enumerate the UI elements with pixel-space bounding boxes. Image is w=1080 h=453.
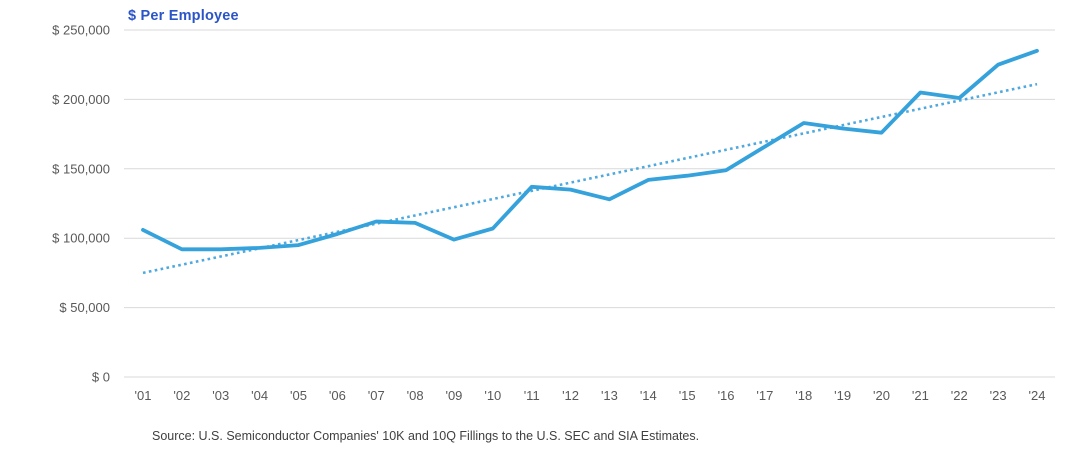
- x-axis-tick-label: '18: [795, 388, 812, 403]
- x-axis-tick-label: '09: [445, 388, 462, 403]
- y-axis-tick-label: $ 0: [92, 370, 110, 385]
- x-axis-tick-label: '10: [484, 388, 501, 403]
- source-note: Source: U.S. Semiconductor Companies' 10…: [152, 429, 700, 443]
- x-axis-tick-label: '03: [212, 388, 229, 403]
- x-axis-tick-label: '05: [290, 388, 307, 403]
- x-axis-tick-label: '08: [407, 388, 424, 403]
- x-axis-tick-label: '24: [1029, 388, 1046, 403]
- x-axis-tick-label: '14: [640, 388, 657, 403]
- y-axis-tick-label: $ 50,000: [59, 300, 110, 315]
- x-axis-tick-label: '12: [562, 388, 579, 403]
- x-axis-tick-label: '02: [173, 388, 190, 403]
- x-axis-tick-label: '04: [251, 388, 268, 403]
- y-axis-tick-label: $ 250,000: [52, 23, 110, 38]
- x-axis-tick-label: '16: [718, 388, 735, 403]
- x-axis-tick-label: '20: [873, 388, 890, 403]
- x-axis-tick-label: '19: [834, 388, 851, 403]
- x-axis-tick-label: '21: [912, 388, 929, 403]
- chart-title: $ Per Employee: [128, 8, 239, 24]
- y-axis-tick-label: $ 150,000: [52, 161, 110, 176]
- trend-line: [142, 82, 1038, 275]
- y-axis-tick-label: $ 100,000: [52, 231, 110, 246]
- x-axis-tick-label: '22: [951, 388, 968, 403]
- x-axis-tick-label: '01: [135, 388, 152, 403]
- data-line: [141, 48, 1039, 252]
- y-axis-tick-label: $ 200,000: [52, 92, 110, 107]
- x-axis-tick-label: '17: [756, 388, 773, 403]
- x-axis-tick-label: '11: [524, 388, 540, 403]
- x-axis-tick-label: '23: [990, 388, 1007, 403]
- x-axis-tick-label: '06: [329, 388, 346, 403]
- x-axis-tick-label: '15: [679, 388, 696, 403]
- x-axis-tick-label: '13: [601, 388, 618, 403]
- x-axis-tick-label: '07: [368, 388, 385, 403]
